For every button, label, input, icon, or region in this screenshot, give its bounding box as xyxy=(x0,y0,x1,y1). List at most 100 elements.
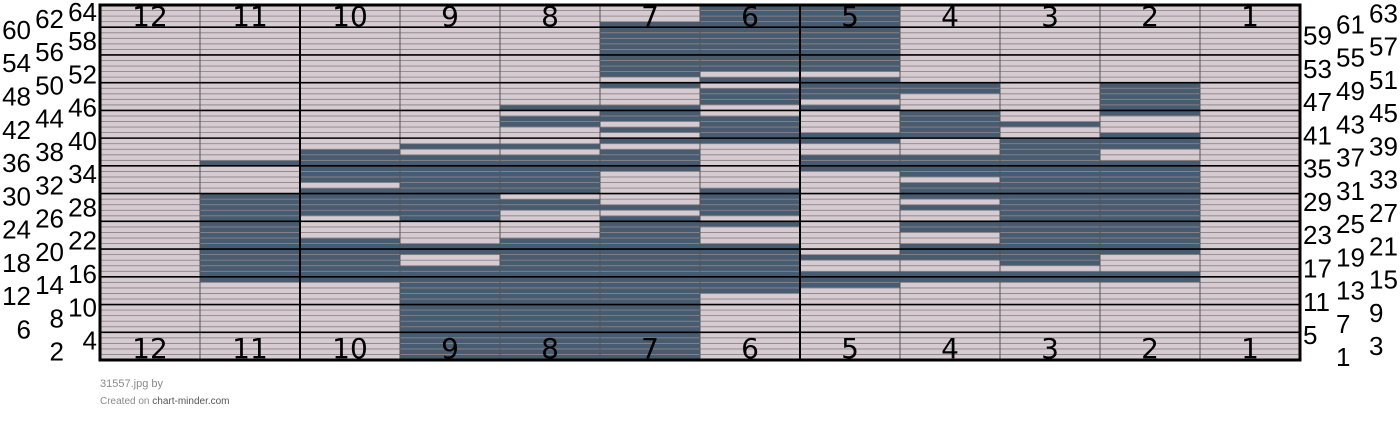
cell-c6-r36 xyxy=(699,159,801,167)
row-label-left: 48 xyxy=(2,82,31,112)
row-label-right: 15 xyxy=(1369,265,1398,295)
cell-c11-r38 xyxy=(199,148,301,156)
cell-c9-r57 xyxy=(399,43,501,50)
cell-c2-r39 xyxy=(1099,143,1201,150)
row-label-left: 42 xyxy=(2,115,31,145)
row-label-right: 5 xyxy=(1303,320,1317,350)
cell-c10-r30 xyxy=(299,193,401,200)
cell-c2-r18 xyxy=(1099,259,1201,267)
cell-c10-r7 xyxy=(299,320,401,328)
cell-c12-r32 xyxy=(99,182,201,189)
column-label-bottom: 1 xyxy=(1241,332,1259,365)
cell-c7-r41 xyxy=(599,132,701,139)
cell-c1-r57 xyxy=(1199,43,1301,50)
cell-c9-r18 xyxy=(399,259,501,267)
cell-c12-r10 xyxy=(99,304,201,311)
cell-c12-r18 xyxy=(99,259,201,267)
cell-c5-r8 xyxy=(799,315,901,322)
column-label-top: 4 xyxy=(941,0,959,33)
row-label-left: 22 xyxy=(68,226,97,256)
cell-c8-r25 xyxy=(499,220,601,228)
cell-c5-r58 xyxy=(799,37,901,45)
cell-c6-r40 xyxy=(699,137,801,145)
cell-c1-r36 xyxy=(1199,159,1301,167)
row-label-right: 17 xyxy=(1303,253,1332,283)
cell-c11-r8 xyxy=(199,315,301,322)
cell-c8-r15 xyxy=(499,276,601,283)
cell-c9-r33 xyxy=(399,176,501,183)
row-label-right: 41 xyxy=(1303,120,1332,150)
cell-c1-r35 xyxy=(1199,165,1301,172)
cell-c2-r19 xyxy=(1099,254,1201,261)
cell-c3-r15 xyxy=(999,276,1101,283)
cell-c1-r29 xyxy=(1199,198,1301,206)
cell-c1-r46 xyxy=(1199,104,1301,111)
cell-c9-r36 xyxy=(399,159,501,167)
cell-c12-r16 xyxy=(99,270,201,278)
column-label-bottom: 5 xyxy=(841,332,859,365)
column-label-bottom: 12 xyxy=(132,332,168,365)
cell-c7-r47 xyxy=(599,98,701,106)
cell-c7-r21 xyxy=(599,243,701,250)
cell-c12-r30 xyxy=(99,193,201,200)
row-label-right: 49 xyxy=(1336,76,1365,106)
cell-c2-r12 xyxy=(1099,293,1201,300)
cell-c1-r19 xyxy=(1199,254,1301,261)
cell-c4-r45 xyxy=(899,109,1001,117)
cell-c2-r43 xyxy=(1099,121,1201,128)
cell-c11-r14 xyxy=(199,281,301,289)
cell-c2-r48 xyxy=(1099,93,1201,100)
cell-c2-r52 xyxy=(1099,71,1201,78)
cell-c4-r33 xyxy=(899,176,1001,183)
cell-c1-r10 xyxy=(1199,304,1301,311)
cell-c8-r49 xyxy=(499,87,601,95)
cell-c10-r39 xyxy=(299,143,401,150)
row-label-left: 26 xyxy=(35,204,64,234)
column-label-top: 11 xyxy=(232,0,268,33)
cell-c9-r26 xyxy=(399,215,501,222)
cell-c5-r23 xyxy=(799,232,901,239)
cell-c3-r38 xyxy=(999,148,1101,156)
cell-c10-r37 xyxy=(299,154,401,161)
cell-c10-r43 xyxy=(299,121,401,128)
cell-c5-r17 xyxy=(799,265,901,272)
cell-c1-r21 xyxy=(1199,243,1301,250)
cell-c6-r53 xyxy=(699,65,801,72)
cell-c12-r39 xyxy=(99,143,201,150)
cell-c6-r17 xyxy=(699,265,801,272)
cell-c8-r32 xyxy=(499,182,601,189)
cell-c4-r37 xyxy=(899,154,1001,161)
cell-c5-r10 xyxy=(799,304,901,311)
cell-c7-r34 xyxy=(599,171,701,178)
cell-c3-r13 xyxy=(999,287,1101,294)
cell-c8-r45 xyxy=(499,109,601,117)
chart-border xyxy=(98,3,1302,362)
cell-c5-r28 xyxy=(799,204,901,211)
cell-c4-r17 xyxy=(899,265,1001,272)
cell-c10-r28 xyxy=(299,204,401,211)
cell-c6-r26 xyxy=(699,215,801,222)
cell-c8-r41 xyxy=(499,132,601,139)
cell-c10-r8 xyxy=(299,315,401,322)
cell-c8-r31 xyxy=(499,187,601,194)
row-label-left: 34 xyxy=(68,159,97,189)
cell-c9-r58 xyxy=(399,37,501,45)
cell-c6-r37 xyxy=(699,154,801,161)
cell-c10-r49 xyxy=(299,87,401,95)
footer-site-link[interactable]: chart-minder.com xyxy=(152,396,230,407)
cell-c4-r53 xyxy=(899,65,1001,72)
column-label-top: 5 xyxy=(841,0,859,33)
cell-c5-r21 xyxy=(799,243,901,250)
cell-c2-r17 xyxy=(1099,265,1201,272)
cell-c8-r46 xyxy=(499,104,601,111)
row-label-right: 13 xyxy=(1336,276,1365,306)
cell-c6-r11 xyxy=(699,298,801,305)
cell-c1-r15 xyxy=(1199,276,1301,283)
cell-c5-r14 xyxy=(799,281,901,289)
cell-c10-r58 xyxy=(299,37,401,45)
cell-c2-r27 xyxy=(1099,209,1201,217)
cell-c1-r30 xyxy=(1199,193,1301,200)
row-label-right: 35 xyxy=(1303,154,1332,184)
cell-c3-r10 xyxy=(999,304,1101,311)
cell-c2-r15 xyxy=(1099,276,1201,283)
